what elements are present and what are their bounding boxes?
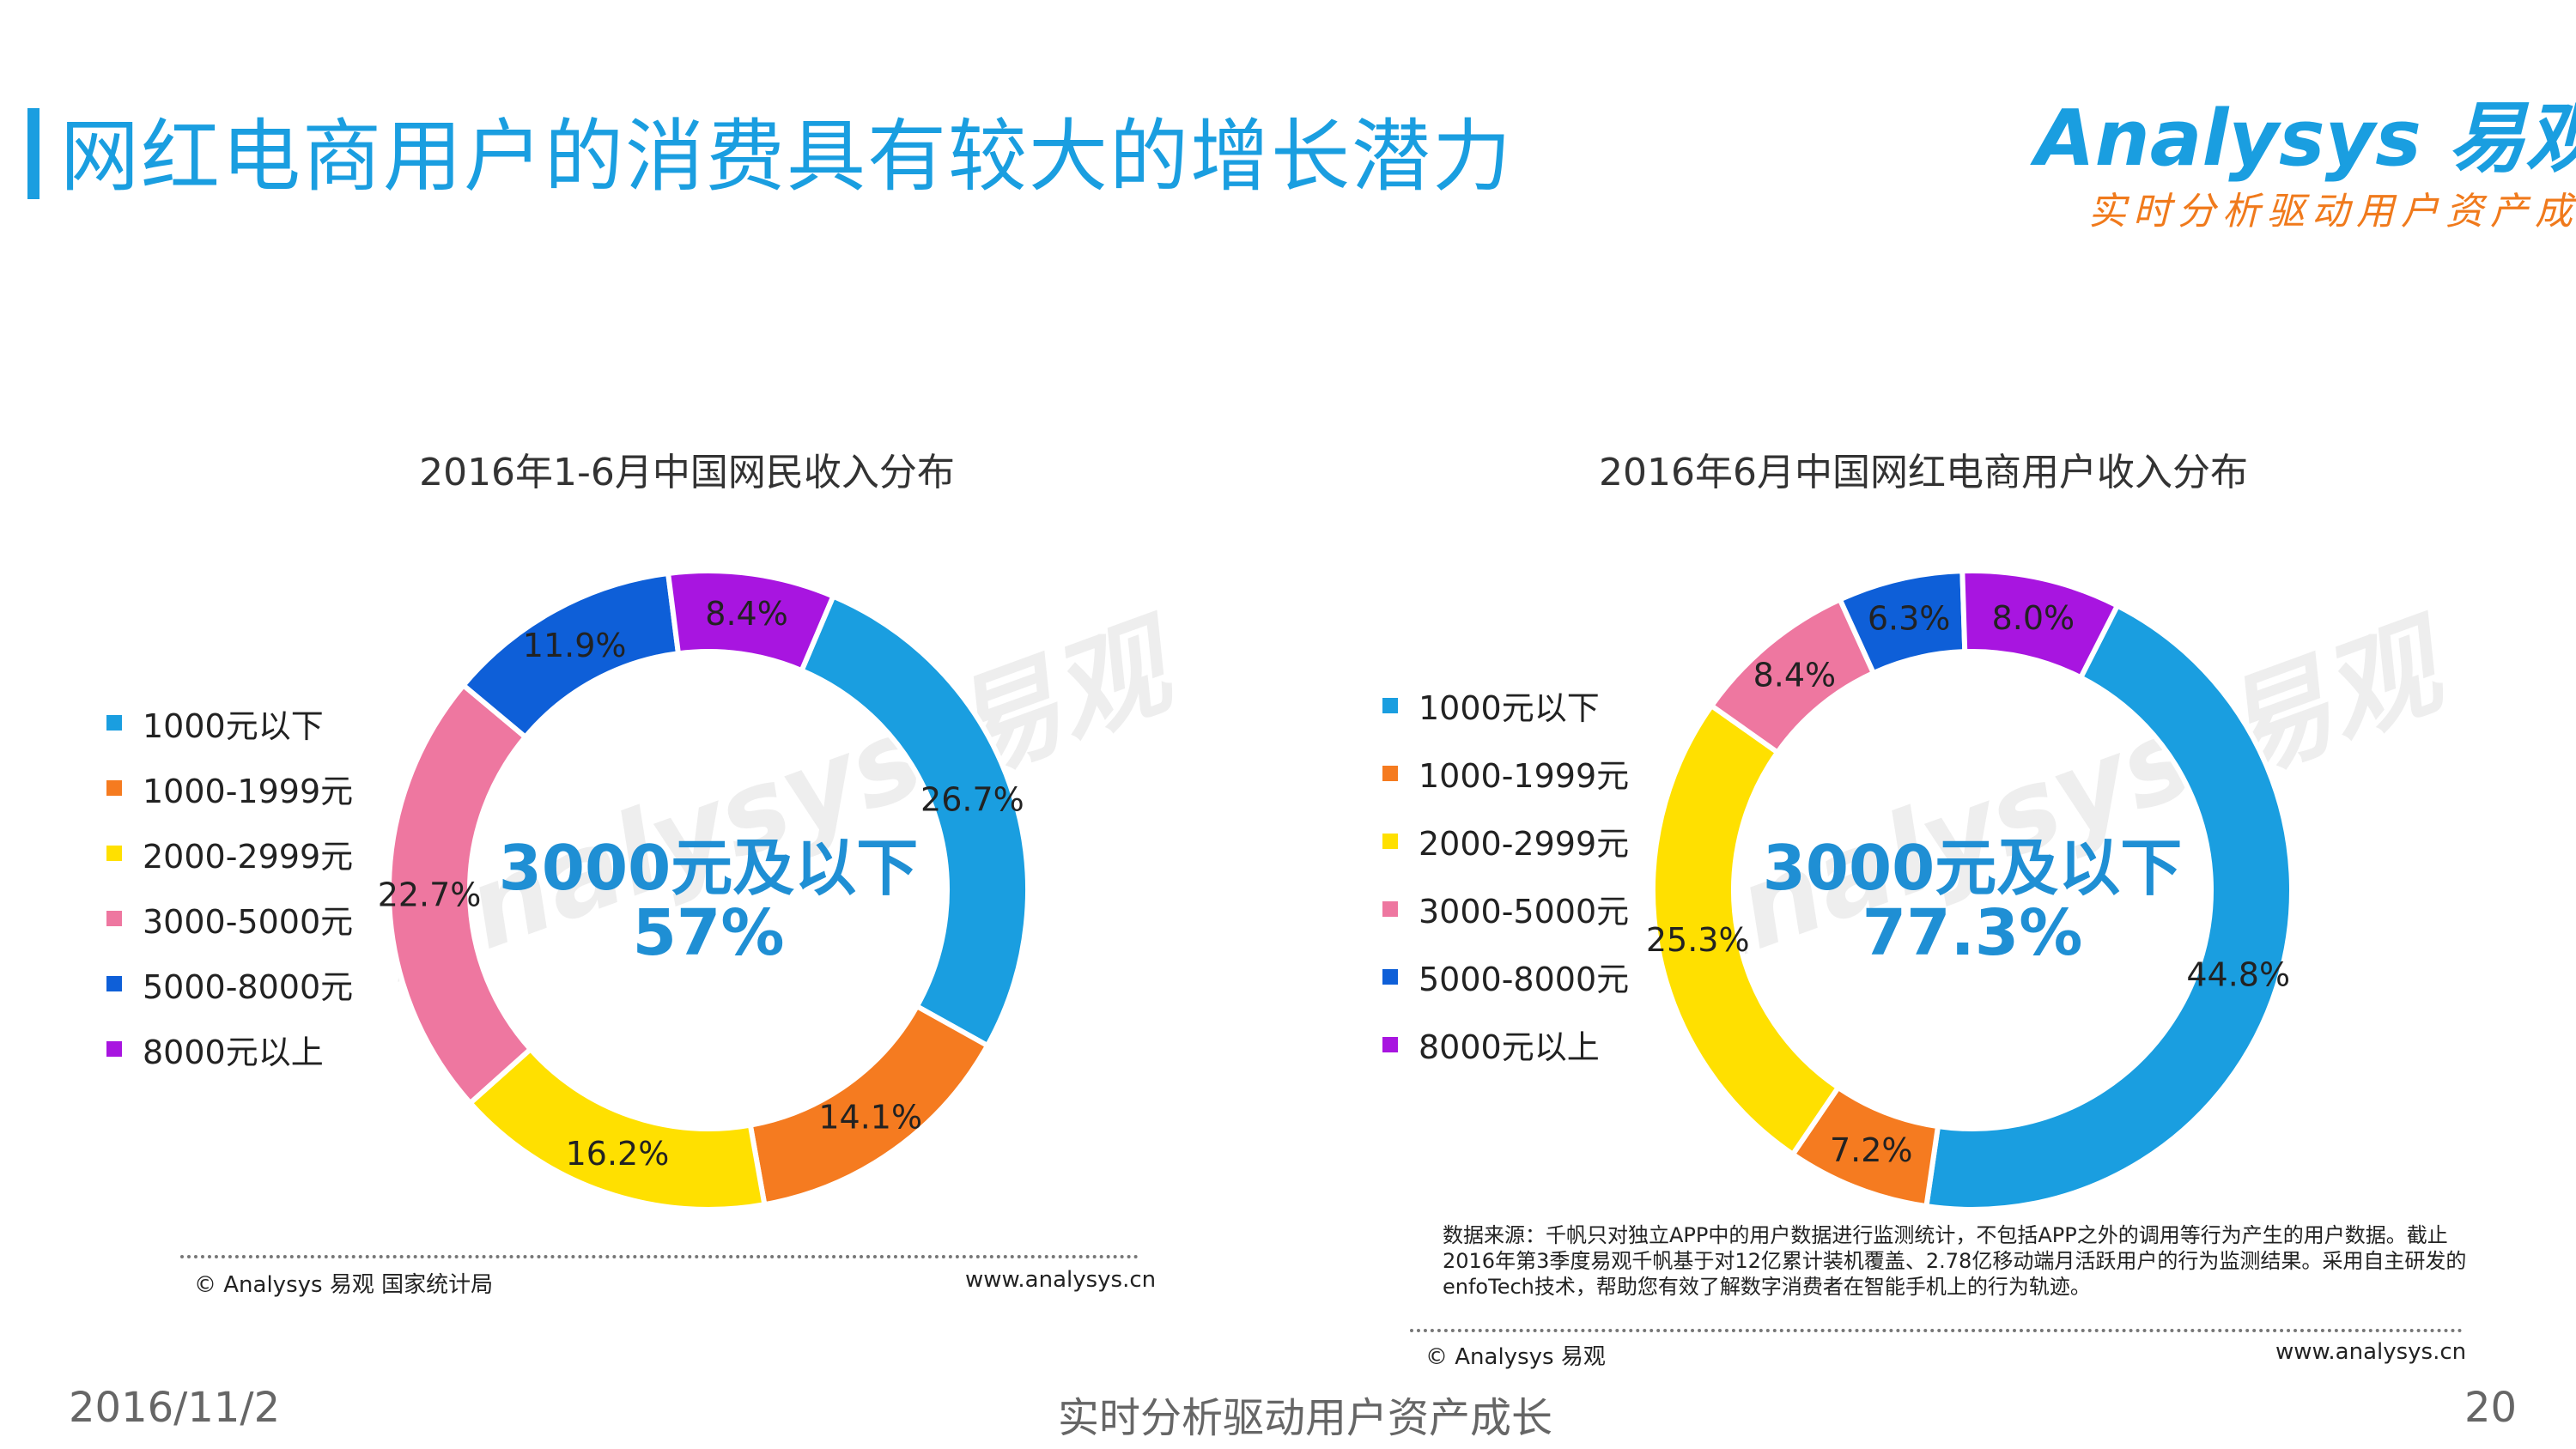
source-note: 数据来源：千帆只对独立APP中的用户数据进行监测统计，不包括APP之外的调用等行… [1443,1223,2467,1299]
slice-label-3: 16.2% [566,1135,670,1173]
slice-label-1: 44.8% [2186,955,2290,993]
legend-item: 5000-8000元 [1382,943,1629,1010]
donut-slice-4 [386,682,534,1107]
legend-label: 5000-8000元 [1419,961,1630,998]
legend-item: 1000-1999元 [1382,739,1629,807]
chart2-legend: 1000元以下 1000-1999元 2000-2999元 3000-5000元… [1382,671,1629,1078]
legend-label: 1000元以下 [1419,689,1600,727]
slice-label-3: 25.3% [1646,921,1750,959]
left-footer-divider [180,1255,1139,1258]
chart1-title: 2016年1-6月中国网民收入分布 [419,451,955,494]
chart1-donut: 26.7% 14.1% 16.2% 22.7% 11.9% 8.4% [378,568,1030,1212]
legend-swatch [106,846,122,861]
legend-item: 1000-1999元 [106,755,353,821]
right-footer-divider [1410,1329,2463,1332]
legend-swatch [1382,968,1398,985]
legend-swatch [106,911,122,926]
right-url: www.analysys.cn [2275,1339,2467,1365]
slice-label-1: 26.7% [920,781,1024,819]
slice-label-5: 11.9% [523,627,627,664]
left-url: www.analysys.cn [965,1267,1157,1293]
donut-slice-6 [665,568,837,675]
chart2-title: 2016年6月中国网红电商用户收入分布 [1599,451,2248,494]
chart2-center-label: 3000元及以下 [1762,832,2183,904]
slice-label-4: 22.7% [378,876,482,913]
legend-item: 8000元以上 [106,1016,353,1082]
legend-swatch [1382,833,1398,849]
logo-wordmark: Analysys 易观 [2035,94,2576,184]
right-copyright: © Analysys 易观 [1425,1344,1606,1370]
legend-label: 1000元以下 [143,706,324,745]
legend-label: 3000-5000元 [1419,893,1630,931]
logo-slogan: 实时分析驱动用户资产成长 [2088,190,2576,233]
chart2-donut: 44.8% 7.2% 25.3% 8.4% 6.3% 8.0% [1646,568,2294,1212]
donut-slice-3 [466,1046,768,1212]
legend-swatch [1382,900,1398,917]
legend-label: 8000元以上 [1419,1028,1600,1066]
legend-swatch [1382,765,1398,781]
chart1-center-value: 57% [632,896,785,970]
legend-swatch [106,715,122,731]
donut-slice-3 [1650,701,1842,1158]
donut-slice-1 [798,592,1030,1050]
chart1-legend: 1000元以下 1000-1999元 2000-2999元 3000-5000元… [106,690,353,1082]
slice-label-6: 8.0% [1992,599,2075,637]
legend-item: 1000元以下 [106,690,353,755]
left-copyright: © Analysys 易观 国家统计局 [194,1272,494,1298]
legend-label: 3000-5000元 [143,902,354,941]
legend-swatch [106,780,122,796]
chart1-center-label: 3000元及以下 [498,832,919,904]
legend-item: 5000-8000元 [106,951,353,1016]
page-title: 网红电商用户的消费具有较大的增长潜力 [60,111,1514,203]
legend-swatch [106,976,122,991]
slice-label-4: 8.4% [1753,657,1837,694]
slice-label-2: 7.2% [1830,1131,1913,1169]
legend-swatch [106,1041,122,1057]
legend-label: 8000元以上 [143,1033,324,1071]
legend-item: 2000-2999元 [106,821,353,886]
legend-item: 1000元以下 [1382,671,1629,739]
legend-item: 2000-2999元 [1382,807,1629,875]
slice-label-2: 14.1% [818,1099,922,1137]
donut-slice-6 [1959,568,2121,682]
slice-label-6: 8.4% [705,595,788,633]
legend-label: 1000-1999元 [1419,757,1630,795]
legend-item: 8000元以上 [1382,1010,1629,1078]
analysys-logo: Analysys 易观 实时分析驱动用户资产成长 [2035,76,2576,233]
legend-label: 5000-8000元 [143,967,354,1006]
slide-date: 2016/11/2 [69,1384,281,1432]
page-number: 20 [2464,1384,2518,1432]
slice-label-5: 6.3% [1868,600,1951,638]
donut-slice-1 [1923,602,2294,1212]
chart2-center-value: 77.3% [1862,896,2083,970]
legend-label: 1000-1999元 [143,772,354,810]
legend-label: 2000-2999元 [143,837,354,876]
legend-item: 3000-5000元 [1382,875,1629,943]
legend-swatch [1382,697,1398,713]
legend-item: 3000-5000元 [106,886,353,951]
title-accent-bar [27,108,39,199]
bottom-slogan: 实时分析驱动用户资产成长 [1058,1394,1553,1442]
legend-label: 2000-2999元 [1419,825,1630,863]
legend-swatch [1382,1036,1398,1052]
